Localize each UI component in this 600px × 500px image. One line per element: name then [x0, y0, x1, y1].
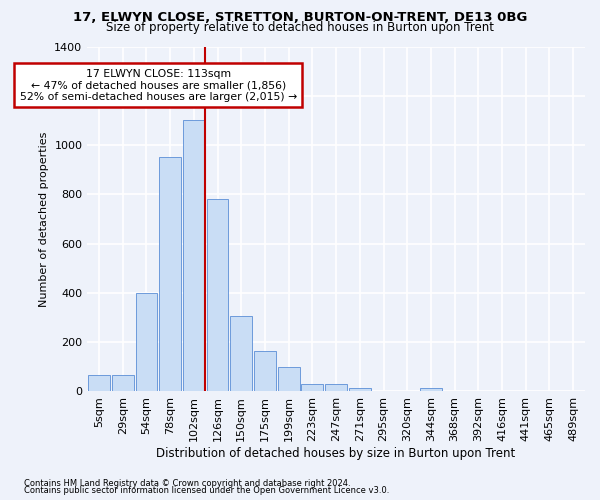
Bar — [230, 316, 252, 392]
Bar — [183, 120, 205, 392]
Bar — [278, 367, 299, 392]
Bar — [88, 376, 110, 392]
Text: 17, ELWYN CLOSE, STRETTON, BURTON-ON-TRENT, DE13 0BG: 17, ELWYN CLOSE, STRETTON, BURTON-ON-TRE… — [73, 11, 527, 24]
Bar — [420, 388, 442, 392]
Bar — [349, 388, 371, 392]
Bar — [112, 376, 134, 392]
Bar — [301, 384, 323, 392]
Bar — [206, 200, 229, 392]
X-axis label: Distribution of detached houses by size in Burton upon Trent: Distribution of detached houses by size … — [157, 447, 516, 460]
Text: 17 ELWYN CLOSE: 113sqm
← 47% of detached houses are smaller (1,856)
52% of semi-: 17 ELWYN CLOSE: 113sqm ← 47% of detached… — [20, 68, 297, 102]
Bar — [159, 158, 181, 392]
Y-axis label: Number of detached properties: Number of detached properties — [38, 132, 49, 306]
Text: Contains public sector information licensed under the Open Government Licence v3: Contains public sector information licen… — [24, 486, 389, 495]
Bar — [136, 293, 157, 392]
Bar — [254, 351, 276, 392]
Bar — [325, 384, 347, 392]
Text: Contains HM Land Registry data © Crown copyright and database right 2024.: Contains HM Land Registry data © Crown c… — [24, 478, 350, 488]
Text: Size of property relative to detached houses in Burton upon Trent: Size of property relative to detached ho… — [106, 22, 494, 35]
